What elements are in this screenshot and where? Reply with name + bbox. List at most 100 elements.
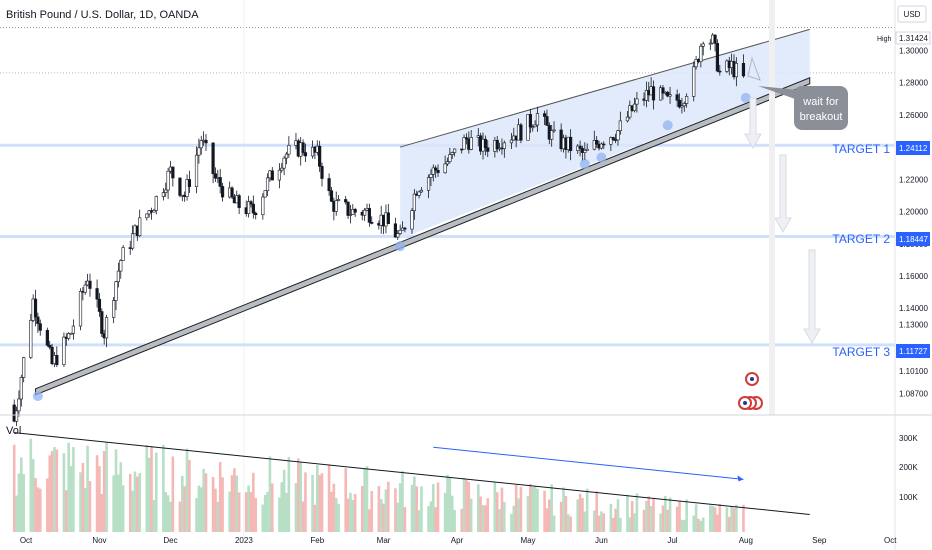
volume-bar-56 [197,485,201,532]
candle-body-57 [199,140,203,149]
candle-body-25 [95,288,99,300]
rising-wedge [32,28,811,402]
candle-body-106 [363,209,367,216]
currency-button[interactable] [897,5,927,23]
volume-bar-193 [649,505,653,532]
candle-body-194 [651,86,656,101]
candle-body-129 [436,170,440,174]
candle-body-185 [625,116,630,122]
candle-body-69 [237,195,241,208]
volume-bar-125 [427,506,430,532]
volume-bar-153 [517,498,520,532]
volume-bar-172 [581,498,584,532]
volume-bar-93 [318,475,321,532]
volume-bar-96 [330,491,333,532]
candle-body-101 [346,201,350,216]
volume-bar-26 [98,466,101,532]
volume-bar-102 [349,492,352,532]
volume-bar-91 [313,504,317,532]
volume-bar-201 [678,500,681,532]
volume-bar-131 [446,474,449,532]
volume-bar-119 [403,507,407,532]
volume-bar-35 [128,473,132,532]
target-1-value: 1.24112 [899,144,928,153]
candle-body-74 [254,212,258,216]
candle-body-164 [552,129,556,132]
volume-bar-157 [531,486,535,532]
volume-bar-141 [479,496,482,532]
high-value: 1.31424 [899,34,928,43]
touch-point-1 [395,241,406,252]
candle-body-196 [661,87,665,94]
candle-body-214 [718,70,722,73]
volume-bar-116 [396,502,400,532]
candle-body-159 [535,113,540,126]
volume-bar-112 [382,503,385,532]
volume-bar-24 [88,481,92,532]
price-tick-5: 1.20000 [899,208,928,217]
volume-bar-196 [661,505,665,532]
candle-body-73 [251,203,255,214]
volume-bar-108 [368,509,371,532]
candle-body-8 [36,316,40,324]
candle-body-175 [592,140,596,150]
candle-body-11 [48,344,52,348]
volume-bar-73 [252,472,255,532]
candle-body-201 [677,100,682,108]
candle-body-146 [495,139,499,150]
volume-bar-140 [476,484,480,532]
volume-bar-186 [628,517,632,532]
volume-bar-181 [611,517,615,532]
candle-body-157 [531,126,535,129]
volume-bar-88 [301,501,305,532]
candle-body-208 [699,45,703,62]
candle-body-26 [97,298,102,312]
volume-bar-192 [647,496,651,532]
candle-body-63 [218,177,222,187]
volume-bar-134 [453,509,456,532]
volume-bar-200 [675,506,679,532]
candle-body-126 [429,174,433,178]
candle-body-34 [121,247,125,261]
volume-bar-64 [221,477,224,532]
volume-bar-170 [576,499,580,532]
candle-body-1 [14,410,19,422]
volume-bar-189 [635,493,639,532]
candle-body-156 [528,114,532,128]
volume-arrow-head [737,475,744,482]
candle-body-109 [370,222,374,224]
candle-body-47 [166,170,170,191]
candle-body-144 [486,147,490,152]
volume-bar-11 [48,455,52,532]
volume-bar-99 [337,503,340,532]
volume-bar-198 [666,509,669,532]
volume-bar-187 [630,501,634,532]
volume-bar-5 [29,438,33,532]
volume-bar-40 [145,444,149,532]
event-icons[interactable] [738,372,763,410]
candle-body-15 [62,336,66,366]
candle-body-200 [675,94,679,101]
uk-flag-center [750,377,754,381]
volume-bar-111 [379,499,383,532]
volume-bar-62 [216,501,220,532]
volume-bar-78 [268,456,272,532]
volume-bar-171 [578,493,582,532]
volume-bar-43 [152,500,156,532]
price-tick-9: 1.13000 [899,320,928,329]
volume-bar-8 [36,487,40,532]
volume-bar-146 [495,492,499,532]
projection-arrow-2 [774,154,792,234]
volume-declining-arrow [433,446,744,480]
volume-bar-183 [616,499,620,532]
target-3-label: TARGET 3 [832,345,890,359]
candle-body-77 [265,177,270,191]
candle-body-53 [185,179,189,197]
candle-body-220 [741,63,746,77]
candle-body-195 [658,87,663,101]
volume-bar-162 [548,499,551,532]
volume-bar-207 [697,518,700,532]
volume-bar-32 [117,474,120,532]
candle-body-94 [320,166,324,179]
